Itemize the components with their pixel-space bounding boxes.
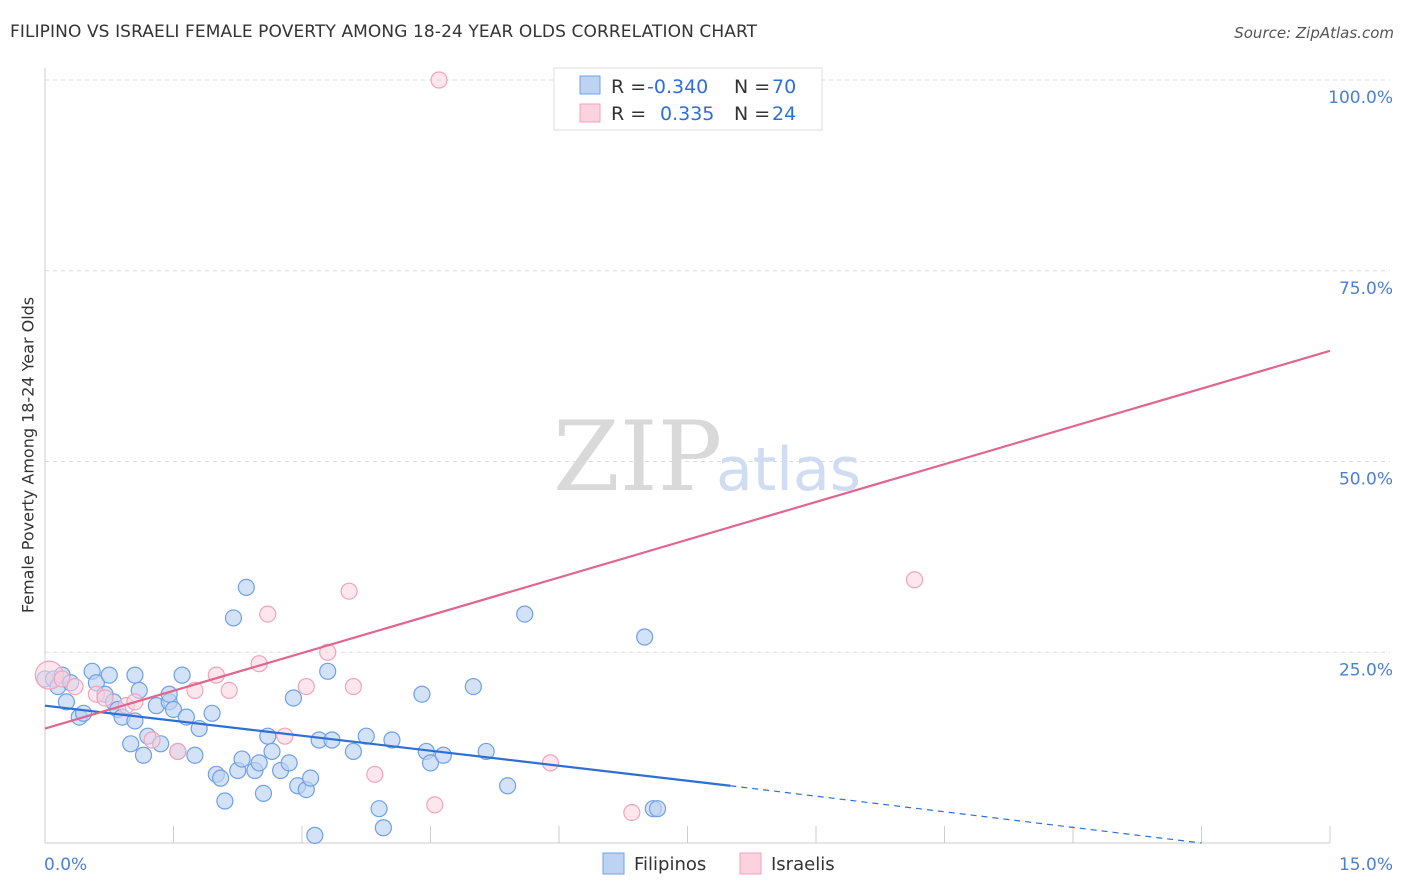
x-tick-label-1: 15.0%	[1339, 855, 1393, 875]
israeli-point-11	[220, 681, 238, 700]
israeli-point-14	[276, 727, 294, 745]
bottom-legend-swatch-israelis	[739, 852, 762, 875]
filipino-point-65	[516, 605, 534, 623]
filipino-point-36	[233, 750, 251, 768]
y-tick-label-0: 25.0%	[1339, 660, 1393, 680]
filipino-point-15	[122, 735, 140, 753]
filipino-point-30	[203, 704, 221, 722]
filipino-point-57	[383, 731, 401, 749]
watermark-atlas: atlas	[716, 435, 861, 505]
legend-n-label-israeli: N =	[734, 103, 770, 125]
filipino-series	[36, 578, 667, 844]
israeli-point-16	[319, 643, 337, 661]
filipino-point-33	[216, 792, 234, 810]
filipino-point-24	[164, 700, 183, 719]
filipino-point-26	[173, 666, 191, 684]
bottom-legend-label-filipinos: Filipinos	[634, 854, 706, 875]
filipino-point-51	[319, 662, 337, 680]
israeli-point-8	[169, 742, 187, 761]
filipino-point-39	[250, 754, 268, 772]
filipino-point-32	[212, 769, 230, 787]
legend-swatch-israeli	[579, 103, 601, 123]
correlation-legend: R = -0.340 N = 70 R = 0.335 N = 24	[553, 67, 823, 131]
filipino-point-68	[648, 800, 667, 818]
israeli-point-24	[905, 571, 924, 589]
israeli-point-15	[297, 677, 315, 696]
filipino-point-58	[413, 685, 431, 703]
bottom-legend-swatch-filipinos	[602, 852, 625, 875]
filipino-trend-extension	[730, 785, 1202, 844]
legend-r-value-israeli: 0.335	[660, 103, 714, 125]
filipino-point-48	[301, 769, 320, 787]
filipino-point-18	[134, 746, 153, 764]
watermark-zip: ZIP	[553, 401, 722, 513]
chart-title: FILIPINO VS ISRAELI FEMALE POVERTY AMONG…	[10, 22, 758, 42]
israeli-point-19	[366, 765, 384, 783]
israeli-point-1	[53, 670, 71, 688]
legend-r-label-filipino: R =	[611, 76, 646, 98]
israeli-point-20	[426, 796, 444, 814]
filipino-point-28	[186, 746, 204, 764]
filipino-point-37	[237, 578, 255, 596]
filipino-point-63	[477, 742, 495, 761]
filipino-point-44	[280, 754, 298, 772]
israeli-point-21	[430, 71, 448, 89]
legend-n-label-filipino: N =	[734, 76, 770, 98]
filipino-trend-line	[44, 704, 731, 787]
filipino-point-11	[100, 666, 118, 684]
y-tick-label-2: 75.0%	[1339, 279, 1393, 299]
israeli-point-13	[259, 605, 277, 623]
filipino-point-53	[344, 742, 362, 761]
filipino-point-55	[370, 800, 388, 818]
trend-lines	[44, 349, 1331, 844]
filipino-point-66	[636, 628, 654, 646]
filipino-point-40	[254, 784, 273, 803]
filipino-point-45	[284, 689, 303, 707]
y-tick-label-1: 50.0%	[1339, 470, 1393, 490]
israeli-series	[34, 71, 924, 822]
israeli-point-22	[541, 754, 560, 772]
filipino-point-56	[374, 819, 392, 837]
filipino-point-62	[464, 677, 482, 696]
legend-n-value-filipino: 70	[772, 76, 796, 98]
legend-n-value-israeli: 24	[772, 103, 796, 125]
series-legend: Filipinos Israelis	[602, 852, 835, 875]
filipino-point-61	[434, 746, 452, 764]
x-tick-label-0: 0.0%	[44, 855, 87, 875]
bottom-legend-label-israelis: Israelis	[771, 854, 835, 875]
israeli-point-23	[623, 803, 641, 822]
israeli-point-2	[66, 677, 84, 696]
legend-r-label-israeli: R =	[611, 103, 646, 125]
legend-r-value-filipino: -0.340	[647, 76, 708, 98]
israeli-point-4	[96, 689, 114, 707]
filipino-point-49	[306, 826, 324, 844]
grid-lines	[45, 79, 1390, 653]
israeli-point-7	[143, 731, 161, 749]
filipino-point-34	[224, 609, 243, 627]
y-tick-label-3: 100.0%	[1328, 88, 1393, 108]
axes	[44, 68, 1331, 844]
israeli-point-18	[344, 677, 362, 696]
israeli-point-17	[340, 582, 358, 600]
filipino-point-4	[57, 693, 76, 711]
filipino-point-42	[263, 742, 281, 761]
y-tick-labels: 25.0% 50.0% 75.0% 100.0%	[1328, 88, 1393, 680]
legend-swatch-filipino	[579, 75, 601, 95]
source-label: Source: ZipAtlas.com	[1234, 24, 1394, 42]
israeli-trend-line	[44, 349, 1331, 730]
filipino-point-16	[126, 666, 144, 684]
filipino-point-64	[499, 777, 517, 795]
x-tick-labels: 0.0% 15.0%	[44, 855, 1393, 875]
filipino-point-60	[421, 754, 440, 772]
